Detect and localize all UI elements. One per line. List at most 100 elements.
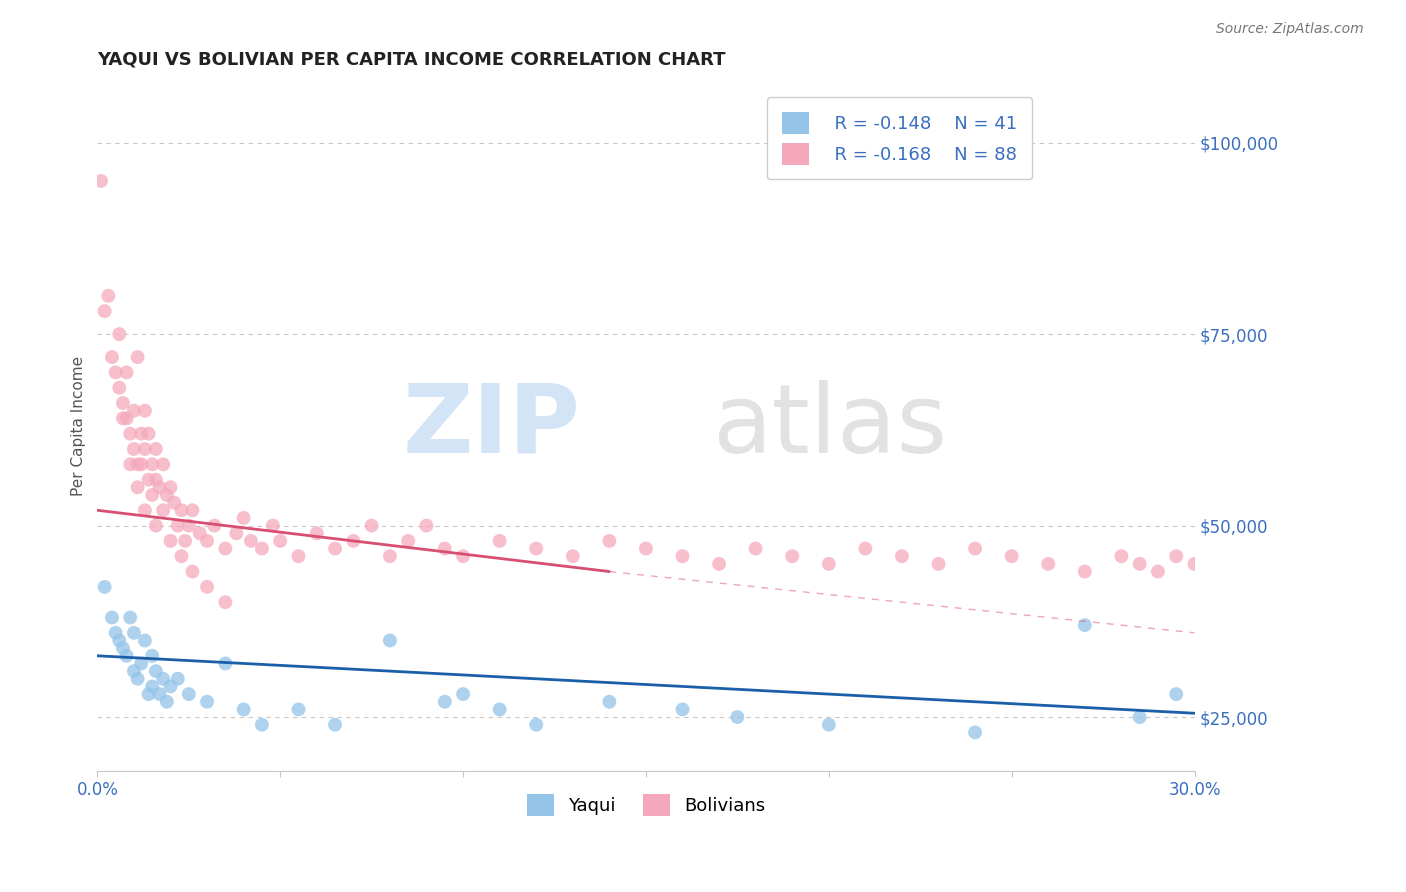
Point xyxy=(488,702,510,716)
Point xyxy=(524,541,547,556)
Point xyxy=(671,702,693,716)
Point xyxy=(561,549,583,564)
Point xyxy=(129,657,152,671)
Point xyxy=(141,680,163,694)
Point xyxy=(152,503,174,517)
Text: ZIP: ZIP xyxy=(402,379,581,473)
Point xyxy=(360,518,382,533)
Point xyxy=(928,557,950,571)
Point xyxy=(97,289,120,303)
Point xyxy=(152,672,174,686)
Point xyxy=(129,426,152,441)
Point xyxy=(170,549,193,564)
Point xyxy=(598,695,620,709)
Point xyxy=(488,533,510,548)
Point xyxy=(225,526,247,541)
Point xyxy=(177,687,200,701)
Point xyxy=(138,426,160,441)
Point xyxy=(1166,687,1188,701)
Point xyxy=(181,565,204,579)
Point xyxy=(1074,618,1097,632)
Point xyxy=(122,442,145,456)
Point xyxy=(177,518,200,533)
Point xyxy=(145,442,167,456)
Legend: Yaqui, Bolivians: Yaqui, Bolivians xyxy=(519,788,772,823)
Point xyxy=(159,533,181,548)
Point xyxy=(250,717,273,731)
Point xyxy=(433,541,456,556)
Point xyxy=(111,411,134,425)
Point xyxy=(634,541,657,556)
Point xyxy=(214,657,236,671)
Point xyxy=(156,695,179,709)
Point xyxy=(780,549,803,564)
Point xyxy=(148,480,170,494)
Point xyxy=(127,350,149,364)
Point xyxy=(287,702,309,716)
Point xyxy=(817,557,839,571)
Point xyxy=(115,648,138,663)
Point xyxy=(166,672,188,686)
Point xyxy=(93,304,115,318)
Point xyxy=(1001,549,1024,564)
Point xyxy=(101,610,124,624)
Point xyxy=(415,518,437,533)
Point xyxy=(104,365,127,379)
Point xyxy=(145,664,167,678)
Point xyxy=(305,526,328,541)
Point xyxy=(1166,549,1188,564)
Point xyxy=(120,610,142,624)
Point xyxy=(262,518,284,533)
Point xyxy=(433,695,456,709)
Point xyxy=(159,480,181,494)
Point xyxy=(195,695,218,709)
Point xyxy=(101,350,124,364)
Point xyxy=(817,717,839,731)
Point xyxy=(195,533,218,548)
Point xyxy=(93,580,115,594)
Point xyxy=(111,396,134,410)
Point xyxy=(108,633,131,648)
Point xyxy=(108,381,131,395)
Point xyxy=(120,426,142,441)
Point xyxy=(232,511,254,525)
Point xyxy=(287,549,309,564)
Point xyxy=(378,633,401,648)
Point xyxy=(250,541,273,556)
Point xyxy=(671,549,693,564)
Point xyxy=(965,541,987,556)
Point xyxy=(170,503,193,517)
Point xyxy=(725,710,748,724)
Point xyxy=(707,557,730,571)
Text: Source: ZipAtlas.com: Source: ZipAtlas.com xyxy=(1216,22,1364,37)
Point xyxy=(127,480,149,494)
Point xyxy=(1074,565,1097,579)
Point xyxy=(134,633,156,648)
Point xyxy=(396,533,419,548)
Point xyxy=(214,595,236,609)
Point xyxy=(195,580,218,594)
Point xyxy=(1038,557,1060,571)
Point xyxy=(127,672,149,686)
Text: YAQUI VS BOLIVIAN PER CAPITA INCOME CORRELATION CHART: YAQUI VS BOLIVIAN PER CAPITA INCOME CORR… xyxy=(97,51,725,69)
Text: atlas: atlas xyxy=(711,379,946,473)
Point xyxy=(108,327,131,342)
Point xyxy=(1147,565,1170,579)
Point xyxy=(174,533,197,548)
Point xyxy=(181,503,204,517)
Point xyxy=(1129,557,1152,571)
Point xyxy=(148,687,170,701)
Point xyxy=(202,518,225,533)
Point xyxy=(90,174,112,188)
Point xyxy=(134,503,156,517)
Point xyxy=(129,458,152,472)
Point xyxy=(134,442,156,456)
Point xyxy=(323,541,346,556)
Point xyxy=(239,533,262,548)
Point xyxy=(141,648,163,663)
Point xyxy=(1111,549,1133,564)
Point xyxy=(111,641,134,656)
Point xyxy=(1129,710,1152,724)
Point xyxy=(156,488,179,502)
Point xyxy=(1184,557,1206,571)
